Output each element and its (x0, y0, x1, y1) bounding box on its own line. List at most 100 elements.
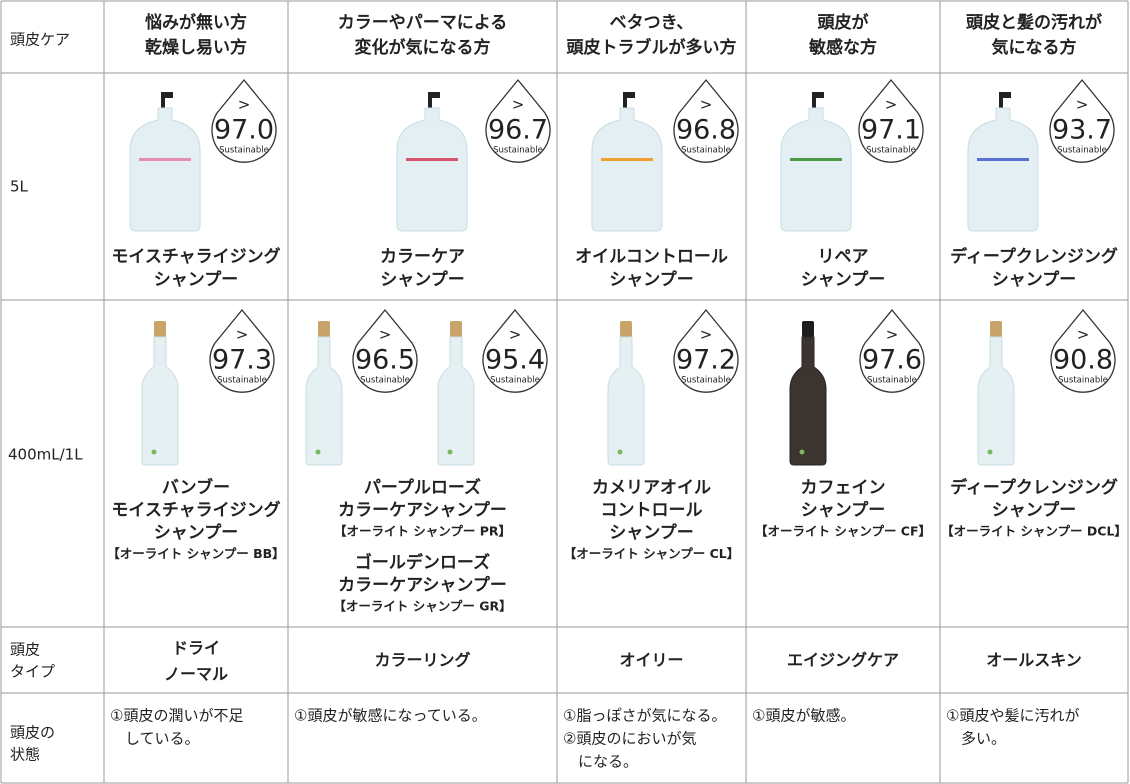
scalp-state: ②頭皮のにおいが気 (563, 730, 696, 748)
badge-caption: Sustainable (1058, 376, 1108, 386)
bottle-cap (620, 321, 632, 337)
row-label: 400mL/1L (8, 446, 83, 464)
scalp-state: ①脂っぽさが気になる。 (563, 707, 726, 725)
bottle-pump (428, 92, 440, 108)
badge-caption: Sustainable (867, 376, 917, 386)
bottle (978, 337, 1014, 465)
column-header: 頭皮と髪の汚れが (966, 12, 1102, 33)
bottle-pump (999, 92, 1011, 108)
bottle-label (406, 158, 458, 161)
scalp-type: オールスキン (986, 651, 1082, 670)
column-header: 頭皮トラブルが多い方 (567, 37, 737, 58)
product-name: ゴールデンローズ (355, 552, 490, 573)
product-name: シャンプー (609, 522, 694, 543)
column-header: 乾燥し易い方 (145, 37, 247, 58)
product-name: カラーケア (380, 247, 465, 267)
product-code: 【オーライト シャンプー BB】 (107, 546, 284, 561)
column-header: 気になる方 (991, 37, 1077, 58)
bottle (781, 108, 851, 231)
badge-caption: Sustainable (493, 146, 543, 156)
product-name: オイルコントロール (575, 247, 728, 267)
badge-score: 90.8 (1053, 345, 1113, 376)
badge-caption: Sustainable (866, 146, 916, 156)
scalp-type: エイジングケア (787, 651, 899, 670)
product-name: カラーケアシャンプー (338, 575, 507, 596)
row-label: 頭皮 (10, 641, 40, 659)
product-name: シャンプー (992, 269, 1077, 290)
product-name: シャンプー (992, 500, 1077, 521)
bottle (790, 337, 826, 465)
column-header: カラーやパーマによる (338, 13, 508, 33)
bottle-label (790, 158, 842, 161)
product-name: パープルローズ (364, 477, 481, 498)
product-table: 頭皮ケア悩みが無い方乾燥し易い方カラーやパーマによる変化が気になる方ベタつき、頭… (0, 0, 1130, 784)
bottle-logo (618, 450, 623, 455)
bottle-cap (154, 321, 166, 337)
scalp-type: ノーマル (164, 665, 228, 684)
scalp-type: オイリー (619, 651, 683, 670)
bottle (438, 337, 474, 465)
row-label: 5L (10, 178, 29, 196)
badge-score: 97.2 (676, 345, 736, 376)
badge-symbol: > (509, 326, 522, 344)
badge-score: 97.3 (212, 345, 272, 376)
product-name: カフェイン (801, 478, 886, 498)
badge-symbol: > (886, 326, 899, 344)
scalp-state: 多い。 (961, 730, 1006, 748)
scalp-state: ①頭皮が敏感になっている。 (294, 707, 487, 725)
bottle-logo (800, 450, 805, 455)
bottle-pump (812, 92, 824, 108)
bottle-pump (161, 92, 173, 108)
scalp-state: している。 (125, 730, 200, 748)
column-header: 頭皮が (818, 12, 869, 33)
bottle-logo (988, 450, 993, 455)
badge-symbol: > (700, 96, 713, 114)
badge-score: 97.6 (862, 345, 922, 376)
product-name: リペア (818, 247, 869, 267)
product-code: 【オーライト シャンプー PR】 (334, 524, 511, 539)
bottle (968, 108, 1038, 231)
badge-symbol: > (236, 326, 249, 344)
badge-score: 95.4 (485, 345, 545, 376)
product-name: ディープクレンジング (950, 246, 1118, 267)
product-name: シャンプー (154, 269, 239, 290)
product-name: コントロール (601, 501, 703, 521)
badge-score: 97.0 (214, 115, 274, 146)
bottle-cap (450, 321, 462, 337)
column-header: 変化が気になる方 (355, 37, 491, 58)
bottle-label (139, 158, 191, 161)
scalp-state: になる。 (578, 753, 638, 771)
badge-score: 96.7 (488, 115, 548, 146)
product-name: カラーケアシャンプー (338, 500, 507, 521)
badge-caption: Sustainable (1057, 146, 1107, 156)
badge-caption: Sustainable (217, 376, 267, 386)
column-header: ベタつき、 (610, 13, 694, 33)
row-label: 状態 (10, 746, 40, 764)
row-label: タイプ (10, 663, 55, 681)
product-name: シャンプー (609, 269, 694, 290)
badge-caption: Sustainable (681, 376, 731, 386)
product-name: モイスチャライジング (111, 500, 280, 521)
badge-caption: Sustainable (360, 376, 410, 386)
badge-score: 97.1 (861, 115, 921, 146)
product-code: 【オーライト シャンプー CF】 (755, 524, 931, 539)
bottle-cap (802, 321, 814, 337)
badge-symbol: > (379, 326, 392, 344)
product-code: 【オーライト シャンプー GR】 (333, 599, 511, 614)
badge-score: 93.7 (1052, 115, 1112, 146)
scalp-type: カラーリング (374, 651, 470, 670)
scalp-state: ①頭皮の潤いが不足 (110, 707, 243, 725)
product-name: モイスチャライジング (111, 246, 280, 267)
bottle-logo (316, 450, 321, 455)
bottle-cap (990, 321, 1002, 337)
badge-caption: Sustainable (219, 146, 269, 156)
scalp-type: ドライ (172, 639, 220, 658)
badge-symbol: > (1077, 326, 1090, 344)
product-name: シャンプー (801, 269, 886, 290)
bottle (592, 108, 662, 231)
product-name: カメリアオイル (592, 478, 711, 498)
bottle-logo (448, 450, 453, 455)
bottle (397, 108, 467, 231)
badge-symbol: > (885, 96, 898, 114)
scalp-state: ①頭皮や髪に汚れが (946, 707, 1079, 725)
